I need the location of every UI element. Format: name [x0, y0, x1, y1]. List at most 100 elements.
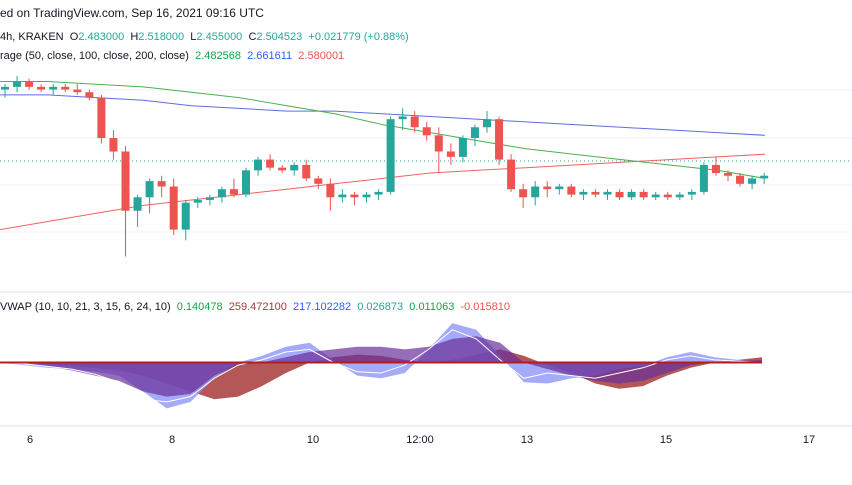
candle-body-59 — [711, 164, 720, 174]
oscillator-label: VWAP (10, 10, 21, 3, 15, 6, 24, 10) — [0, 301, 171, 313]
candle-body-1 — [13, 81, 22, 87]
candle-body-32 — [386, 119, 395, 192]
low-value: 2.455000 — [196, 31, 243, 43]
candle-body-2 — [25, 81, 34, 87]
candle-body-27 — [326, 183, 335, 198]
x-tick-label-2: 10 — [307, 434, 319, 446]
candle-body-29 — [350, 194, 359, 198]
candle-body-44 — [531, 186, 540, 198]
osc-value-1: 0.140478 — [176, 301, 223, 313]
candle-body-12 — [145, 181, 154, 198]
candles[interactable] — [1, 76, 769, 257]
candle-body-60 — [724, 173, 732, 176]
candle-body-9 — [109, 138, 118, 152]
x-tick-label-4: 13 — [521, 434, 533, 446]
x-tick-label-3: 12:00 — [406, 434, 434, 446]
candle-body-58 — [699, 164, 708, 192]
candle-body-18 — [217, 189, 226, 198]
x-tick-label-1: 8 — [169, 434, 175, 446]
low-label: L — [190, 31, 197, 43]
x-tick-label-0: 6 — [27, 434, 33, 446]
candle-body-23 — [278, 167, 287, 171]
candle-body-54 — [651, 194, 660, 198]
candle-body-5 — [61, 86, 70, 90]
candle-body-55 — [663, 194, 672, 198]
candle-body-20 — [242, 170, 250, 195]
high-label: H — [130, 31, 139, 43]
x-tick-label-6: 17 — [803, 434, 815, 446]
candle-body-53 — [639, 191, 648, 198]
candle-body-47 — [567, 186, 576, 195]
candle-body-26 — [314, 178, 323, 184]
candle-body-13 — [157, 181, 166, 187]
candle-body-31 — [374, 191, 383, 195]
moving-averages — [0, 81, 766, 231]
candle-body-63 — [760, 175, 769, 179]
candle-body-50 — [603, 191, 612, 195]
ma50-line — [0, 81, 766, 179]
candle-body-36 — [434, 135, 443, 152]
candle-body-57 — [687, 191, 696, 195]
candle-body-16 — [193, 199, 202, 203]
candle-body-48 — [579, 191, 588, 195]
candle-body-42 — [507, 159, 516, 190]
osc-value-6: -0.015810 — [460, 301, 511, 313]
osc-value-2: 259.472100 — [228, 301, 287, 313]
candle-body-37 — [446, 151, 455, 157]
time-axis: 6 8 10 12:00 13 15 17 — [27, 434, 815, 446]
candle-body-4 — [49, 86, 58, 90]
candle-body-24 — [290, 164, 299, 171]
exchange-label: KRAKEN — [18, 31, 64, 43]
candle-body-41 — [495, 119, 504, 160]
candle-body-28 — [338, 194, 347, 198]
ma-legend: rage (50, close, 100, close, 200, close)… — [0, 50, 344, 62]
candle-body-14 — [169, 186, 178, 230]
source-watermark: ed on TradingView.com, Sep 16, 2021 09:1… — [0, 6, 264, 20]
osc-purple-area — [0, 336, 762, 397]
candle-body-8 — [97, 97, 106, 139]
ma-label: rage (50, close, 100, close, 200, close) — [0, 50, 189, 62]
candle-body-51 — [615, 191, 624, 198]
candle-body-19 — [229, 189, 238, 195]
osc-value-5: 0.011063 — [409, 301, 455, 313]
candle-body-61 — [736, 175, 745, 184]
candle-body-49 — [591, 191, 600, 195]
candle-body-3 — [37, 86, 46, 90]
oscillator-pane — [0, 323, 763, 409]
candle-body-6 — [73, 89, 82, 93]
candle-body-39 — [470, 127, 479, 139]
source-text: ed on TradingView.com, Sep 16, 2021 09:1… — [0, 6, 264, 20]
candle-body-40 — [483, 119, 491, 128]
candle-body-11 — [133, 197, 142, 211]
candle-body-7 — [85, 92, 94, 98]
close-value: 2.504523 — [256, 31, 303, 43]
grid-lines — [0, 89, 852, 427]
candle-body-15 — [181, 202, 190, 230]
candle-body-56 — [675, 194, 684, 198]
open-value: 2.483000 — [78, 31, 125, 43]
candle-body-45 — [543, 186, 552, 190]
candle-body-21 — [254, 159, 263, 171]
candle-body-10 — [121, 151, 130, 211]
candle-body-38 — [458, 138, 467, 157]
osc-value-3: 217.102282 — [293, 301, 352, 313]
candle-body-30 — [362, 194, 371, 198]
x-tick-label-5: 15 — [660, 434, 672, 446]
change-value: +0.021779 (+0.88%) — [308, 31, 409, 43]
candle-body-43 — [519, 189, 528, 198]
candle-body-25 — [302, 164, 311, 179]
ma50-value: 2.482568 — [195, 50, 241, 62]
osc-line — [0, 329, 763, 403]
interval-label: 4h — [0, 31, 13, 43]
osc-value-4: 0.026873 — [357, 301, 404, 313]
candle-body-0 — [1, 86, 9, 90]
candle-body-35 — [422, 127, 431, 136]
candle-body-17 — [205, 197, 214, 200]
candle-body-22 — [266, 159, 275, 168]
open-label: O — [69, 31, 79, 43]
candle-body-62 — [748, 178, 757, 184]
candle-body-52 — [627, 191, 636, 198]
close-label: C — [248, 31, 257, 43]
oscillator-legend: VWAP (10, 10, 21, 3, 15, 6, 24, 10) 0.14… — [0, 301, 510, 313]
